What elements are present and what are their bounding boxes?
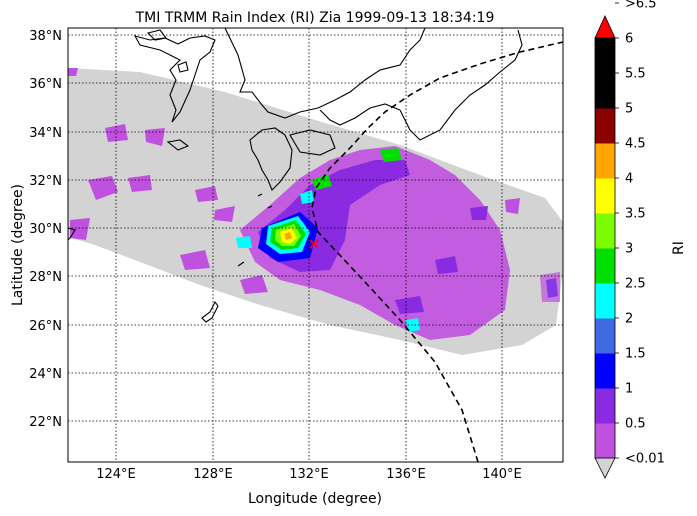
lat-tick-label: 38°N xyxy=(29,29,62,44)
colorbar-segment xyxy=(595,353,615,389)
rain-cell xyxy=(145,128,165,146)
lon-tick-label: 128°E xyxy=(193,467,233,482)
lat-tick-label: 24°N xyxy=(29,367,62,382)
rain-cell xyxy=(105,124,128,142)
colorbar: <0.01 0.5 1 1.5 2 2.5 3 3.5 4 4.5 5 5.5 6 >6.5 xyxy=(594,0,665,479)
gridlines xyxy=(68,28,563,462)
rain-cell-cyan xyxy=(300,190,314,204)
colorbar-tick-label: 1 xyxy=(625,382,633,397)
colorbar-segment xyxy=(595,213,615,249)
map-title: TMI TRMM Rain Index (RI) Zia 1999-09-13 … xyxy=(135,10,495,26)
china-coast xyxy=(68,227,76,241)
rain-cell xyxy=(70,218,90,240)
map-frame xyxy=(67,27,564,463)
colorbar-segment xyxy=(595,38,615,74)
colorbar-extend-max xyxy=(594,15,616,39)
lat-tick-label: 22°N xyxy=(29,415,62,430)
lat-tick-labels: 22°N 24°N 26°N 28°N 30°N 32°N 34°N 36°N … xyxy=(29,29,62,430)
rain-cell xyxy=(88,176,118,200)
colorbar-tick-label: 5.5 xyxy=(625,67,646,82)
colorbar-tick-label: <0.01 xyxy=(625,452,665,467)
rain-cell-green xyxy=(380,148,402,162)
colorbar-segment xyxy=(595,423,615,459)
island xyxy=(146,29,167,41)
lon-tick-label: 124°E xyxy=(96,467,136,482)
rain-cell xyxy=(505,198,520,214)
colorbar-tick-label: 4.5 xyxy=(625,137,646,152)
lat-tick-label: 26°N xyxy=(29,319,62,334)
lat-tick-label: 36°N xyxy=(29,77,62,92)
korea-coast xyxy=(133,35,216,123)
lon-tick-label: 132°E xyxy=(289,467,329,482)
lon-tick-labels: 124°E 128°E 132°E 136°E 140°E xyxy=(96,467,522,482)
rain-cell-cyan xyxy=(236,236,252,248)
lat-tick-label: 30°N xyxy=(29,222,62,237)
lon-tick-label: 140°E xyxy=(482,467,522,482)
colorbar-tick-label: >6.5 xyxy=(625,0,657,12)
colorbar-segment xyxy=(595,318,615,354)
kyushu-coast xyxy=(249,127,293,191)
rain-cell xyxy=(470,206,488,220)
rain-cell xyxy=(435,256,458,274)
rain-cell xyxy=(395,296,424,314)
shikoku-coast xyxy=(289,129,336,156)
colorbar-tick-label: 6 xyxy=(625,32,633,47)
island xyxy=(177,61,189,73)
x-axis-label: Longitude (degree) xyxy=(248,491,382,507)
island xyxy=(166,139,190,151)
colorbar-tick-label: 3.5 xyxy=(625,207,646,222)
lat-tick-label: 28°N xyxy=(29,270,62,285)
map-area xyxy=(68,28,563,462)
rain-cell xyxy=(68,68,78,76)
rain-cells xyxy=(68,68,560,340)
rain-cell-orange xyxy=(284,232,292,240)
colorbar-tick-label: 2 xyxy=(625,312,633,327)
storm-track xyxy=(311,41,563,462)
rain-cell xyxy=(180,250,210,270)
storm-center-marker xyxy=(309,239,319,249)
colorbar-tick-label: 3 xyxy=(625,242,633,257)
rain-cell xyxy=(214,206,235,222)
colorbar-segment xyxy=(595,108,615,144)
colorbar-tick-label: 0.5 xyxy=(625,417,646,432)
colorbar-tick-label: 5 xyxy=(625,102,633,117)
lat-tick-label: 32°N xyxy=(29,174,62,189)
rain-cell xyxy=(195,186,218,202)
colorbar-segment xyxy=(595,388,615,424)
colorbar-label: RI xyxy=(671,241,687,255)
rain-cell xyxy=(240,275,268,294)
okinawa xyxy=(201,300,219,323)
japan-coast-south xyxy=(319,29,523,141)
colorbar-extend-min xyxy=(594,457,616,479)
colorbar-segment xyxy=(595,143,615,179)
rain-cell xyxy=(540,272,560,302)
colorbar-segment xyxy=(595,73,615,109)
colorbar-segment xyxy=(595,178,615,214)
colorbar-tick-label: 2.5 xyxy=(625,277,646,292)
colorbar-tick-label: 4 xyxy=(625,172,633,187)
rain-cell-cyan xyxy=(406,318,420,332)
y-axis-label: Latitude (degree) xyxy=(10,184,26,306)
lon-tick-label: 136°E xyxy=(386,467,426,482)
rain-cell xyxy=(128,175,152,192)
colorbar-segment xyxy=(595,248,615,284)
colorbar-tick-label: 1.5 xyxy=(625,347,646,362)
lat-tick-label: 34°N xyxy=(29,126,62,141)
ryukyu-islands xyxy=(237,193,273,267)
colorbar-segment xyxy=(595,283,615,319)
